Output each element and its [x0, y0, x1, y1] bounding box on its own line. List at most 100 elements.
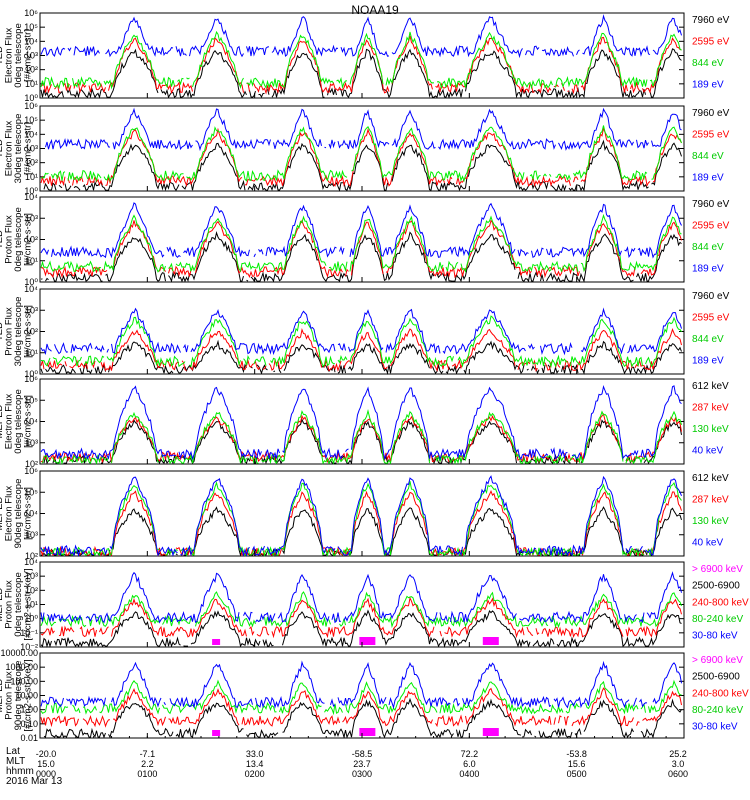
x-tick-label-hhmm: 0500 [567, 769, 587, 779]
panel-2: 10⁰ 10¹ 10² 10³ 10⁴ 10⁵ 10⁶ TEDElectron Flux30d… [0, 101, 730, 196]
y-axis-label-line: Electron Flux [4, 28, 15, 84]
y-tick-label: 10³ [25, 438, 38, 448]
y-tick-label: 10³ [25, 213, 38, 223]
y-axis-label: MEPEDProton Flux90deg telescope[#/cm2-s-… [0, 659, 34, 731]
legend-entry: 130 keV [692, 424, 729, 435]
x-tick-label-hhmm: 0100 [137, 769, 157, 779]
legend-entry: 189 eV [692, 79, 724, 90]
y-tick-label: 10⁰ [24, 369, 38, 379]
y-axis-label: TEDProton Flux30deg telescope[#/cm2-s-st… [0, 297, 34, 367]
y-tick-label: 10² [25, 235, 38, 245]
y-tick-label: 0.10 [20, 719, 38, 729]
y-axis-label-line: TED [0, 230, 5, 249]
legend-entry: 612 keV [692, 381, 729, 392]
y-tick-label: 10⁵ [24, 487, 38, 497]
y-axis-label-line: [#/cm2-s-str] [23, 213, 34, 266]
series-trace [40, 596, 682, 639]
x-tick-label-mlt: 6.0 [463, 759, 476, 769]
y-axis-label-line: 90deg telescope [13, 479, 24, 549]
y-axis-label-line: Proton Flux [4, 580, 15, 629]
magenta-burst [482, 728, 499, 736]
legend-entry: 80-240 keV [692, 614, 743, 625]
y-axis-label-line: [#/cm2-s-str] [23, 395, 34, 448]
y-tick-label: 10¹ [25, 348, 38, 358]
series-trace [40, 230, 682, 283]
series-trace [40, 219, 682, 279]
series-trace [40, 126, 682, 188]
y-tick-label: 10⁴ [24, 129, 38, 139]
magenta-burst [359, 637, 376, 645]
y-tick-label: 10² [25, 327, 38, 337]
y-tick-label: 10² [25, 585, 38, 595]
y-tick-label: 10⁻² [20, 642, 38, 652]
legend-entry: 7960 eV [692, 291, 730, 302]
y-tick-label: 10² [25, 551, 38, 561]
legend-entry: 287 keV [692, 494, 729, 505]
y-tick-label: 10⁵ [24, 395, 38, 405]
series-trace [40, 315, 682, 369]
x-tick-label-mlt: 15.0 [37, 759, 55, 769]
legend-entry: 30-80 keV [692, 631, 738, 642]
y-tick-label: 10.00 [15, 691, 38, 701]
series-trace [40, 307, 682, 356]
x-tick-label-lat: -20.0 [36, 749, 57, 759]
y-tick-label: 1.00 [20, 705, 38, 715]
x-tick-label-hhmm: 0400 [459, 769, 479, 779]
series-trace [43, 139, 682, 192]
x-tick-label-mlt: 2.2 [141, 759, 154, 769]
legend-entry: 130 keV [692, 516, 729, 527]
x-tick-label-hhmm: 0000 [36, 769, 56, 779]
y-tick-label: 10⁴ [24, 36, 38, 46]
y-tick-label: 10⁻¹ [20, 628, 38, 638]
legend-entry: 2500-6900 [692, 581, 740, 592]
legend-entry: > 6900 keV [692, 655, 743, 666]
legend-entry: 2595 eV [692, 129, 730, 140]
y-axis-label-line: MEPED [0, 404, 5, 438]
legend-entry: 30-80 keV [692, 722, 738, 733]
x-tick-label-lat: 33.0 [246, 749, 264, 759]
legend-entry: 7960 eV [692, 199, 730, 210]
y-tick-label: 10⁴ [24, 557, 38, 567]
y-axis-label-line: TED [0, 46, 5, 65]
y-axis-label-line: MEPED [0, 587, 5, 621]
y-tick-label: 10⁵ [24, 115, 38, 125]
x-tick-label-mlt: 23.7 [353, 759, 371, 769]
series-trace [40, 384, 682, 461]
y-axis-label-line: Proton Flux [4, 671, 15, 720]
y-axis-label-line: [#/cm2-s-str] [23, 487, 34, 540]
panel-1: 10⁰ 10¹ 10² 10³ 10⁴ 10⁵ 10⁶ TEDElectron Flux0de… [0, 8, 730, 103]
y-tick-label: 10⁵ [24, 22, 38, 32]
date-label: 2016 Mar 13 [6, 776, 63, 787]
x-tick-label-mlt: 15.6 [568, 759, 586, 769]
legend-entry: 40 keV [692, 537, 723, 548]
panel-8: 0.010.101.0010.00100.001000.0010000.00ME… [0, 648, 749, 743]
y-axis-label-line: Proton Flux [4, 307, 15, 356]
x-tick-label-lat: 72.2 [461, 749, 479, 759]
y-tick-label: 10² [25, 158, 38, 168]
series-trace [40, 609, 682, 649]
legend-entry: 844 eV [692, 334, 724, 345]
legend-entry: 7960 eV [692, 108, 730, 119]
legend-entry: 240-800 keV [692, 597, 749, 608]
y-axis-label-line: MEPED [0, 678, 5, 712]
legend-entry: 844 eV [692, 242, 724, 253]
panel-6: 10² 10³ 10⁴ 10⁵ 10⁶ MEPEDElectron Flux90deg t… [0, 466, 729, 561]
y-axis-label-line: [#/cm2-s-str] [23, 29, 34, 82]
legend-entry: 2595 eV [692, 312, 730, 323]
legend-entry: 287 keV [692, 402, 729, 413]
legend-entry: 844 eV [692, 151, 724, 162]
y-tick-label: 10³ [25, 144, 38, 154]
legend-entry: 2500-6900 [692, 672, 740, 683]
series-trace [40, 48, 682, 99]
x-tick-label-hhmm: 0200 [245, 769, 265, 779]
x-tick-label-lat: 25.2 [669, 749, 687, 759]
legend-entry: 240-800 keV [692, 688, 749, 699]
y-tick-label: 10⁴ [24, 284, 38, 294]
y-axis-label: TEDElectron Flux0deg telescope[#/cm2-s-s… [0, 23, 34, 87]
legend-entry: 40 keV [692, 445, 723, 456]
y-tick-label: 1000.00 [5, 662, 38, 672]
series-trace [43, 697, 682, 739]
y-axis-label-line: 0deg telescope [13, 572, 24, 636]
x-tick-label-lat: -58.5 [352, 749, 373, 759]
x-tick-label-lat: -53.8 [566, 749, 587, 759]
